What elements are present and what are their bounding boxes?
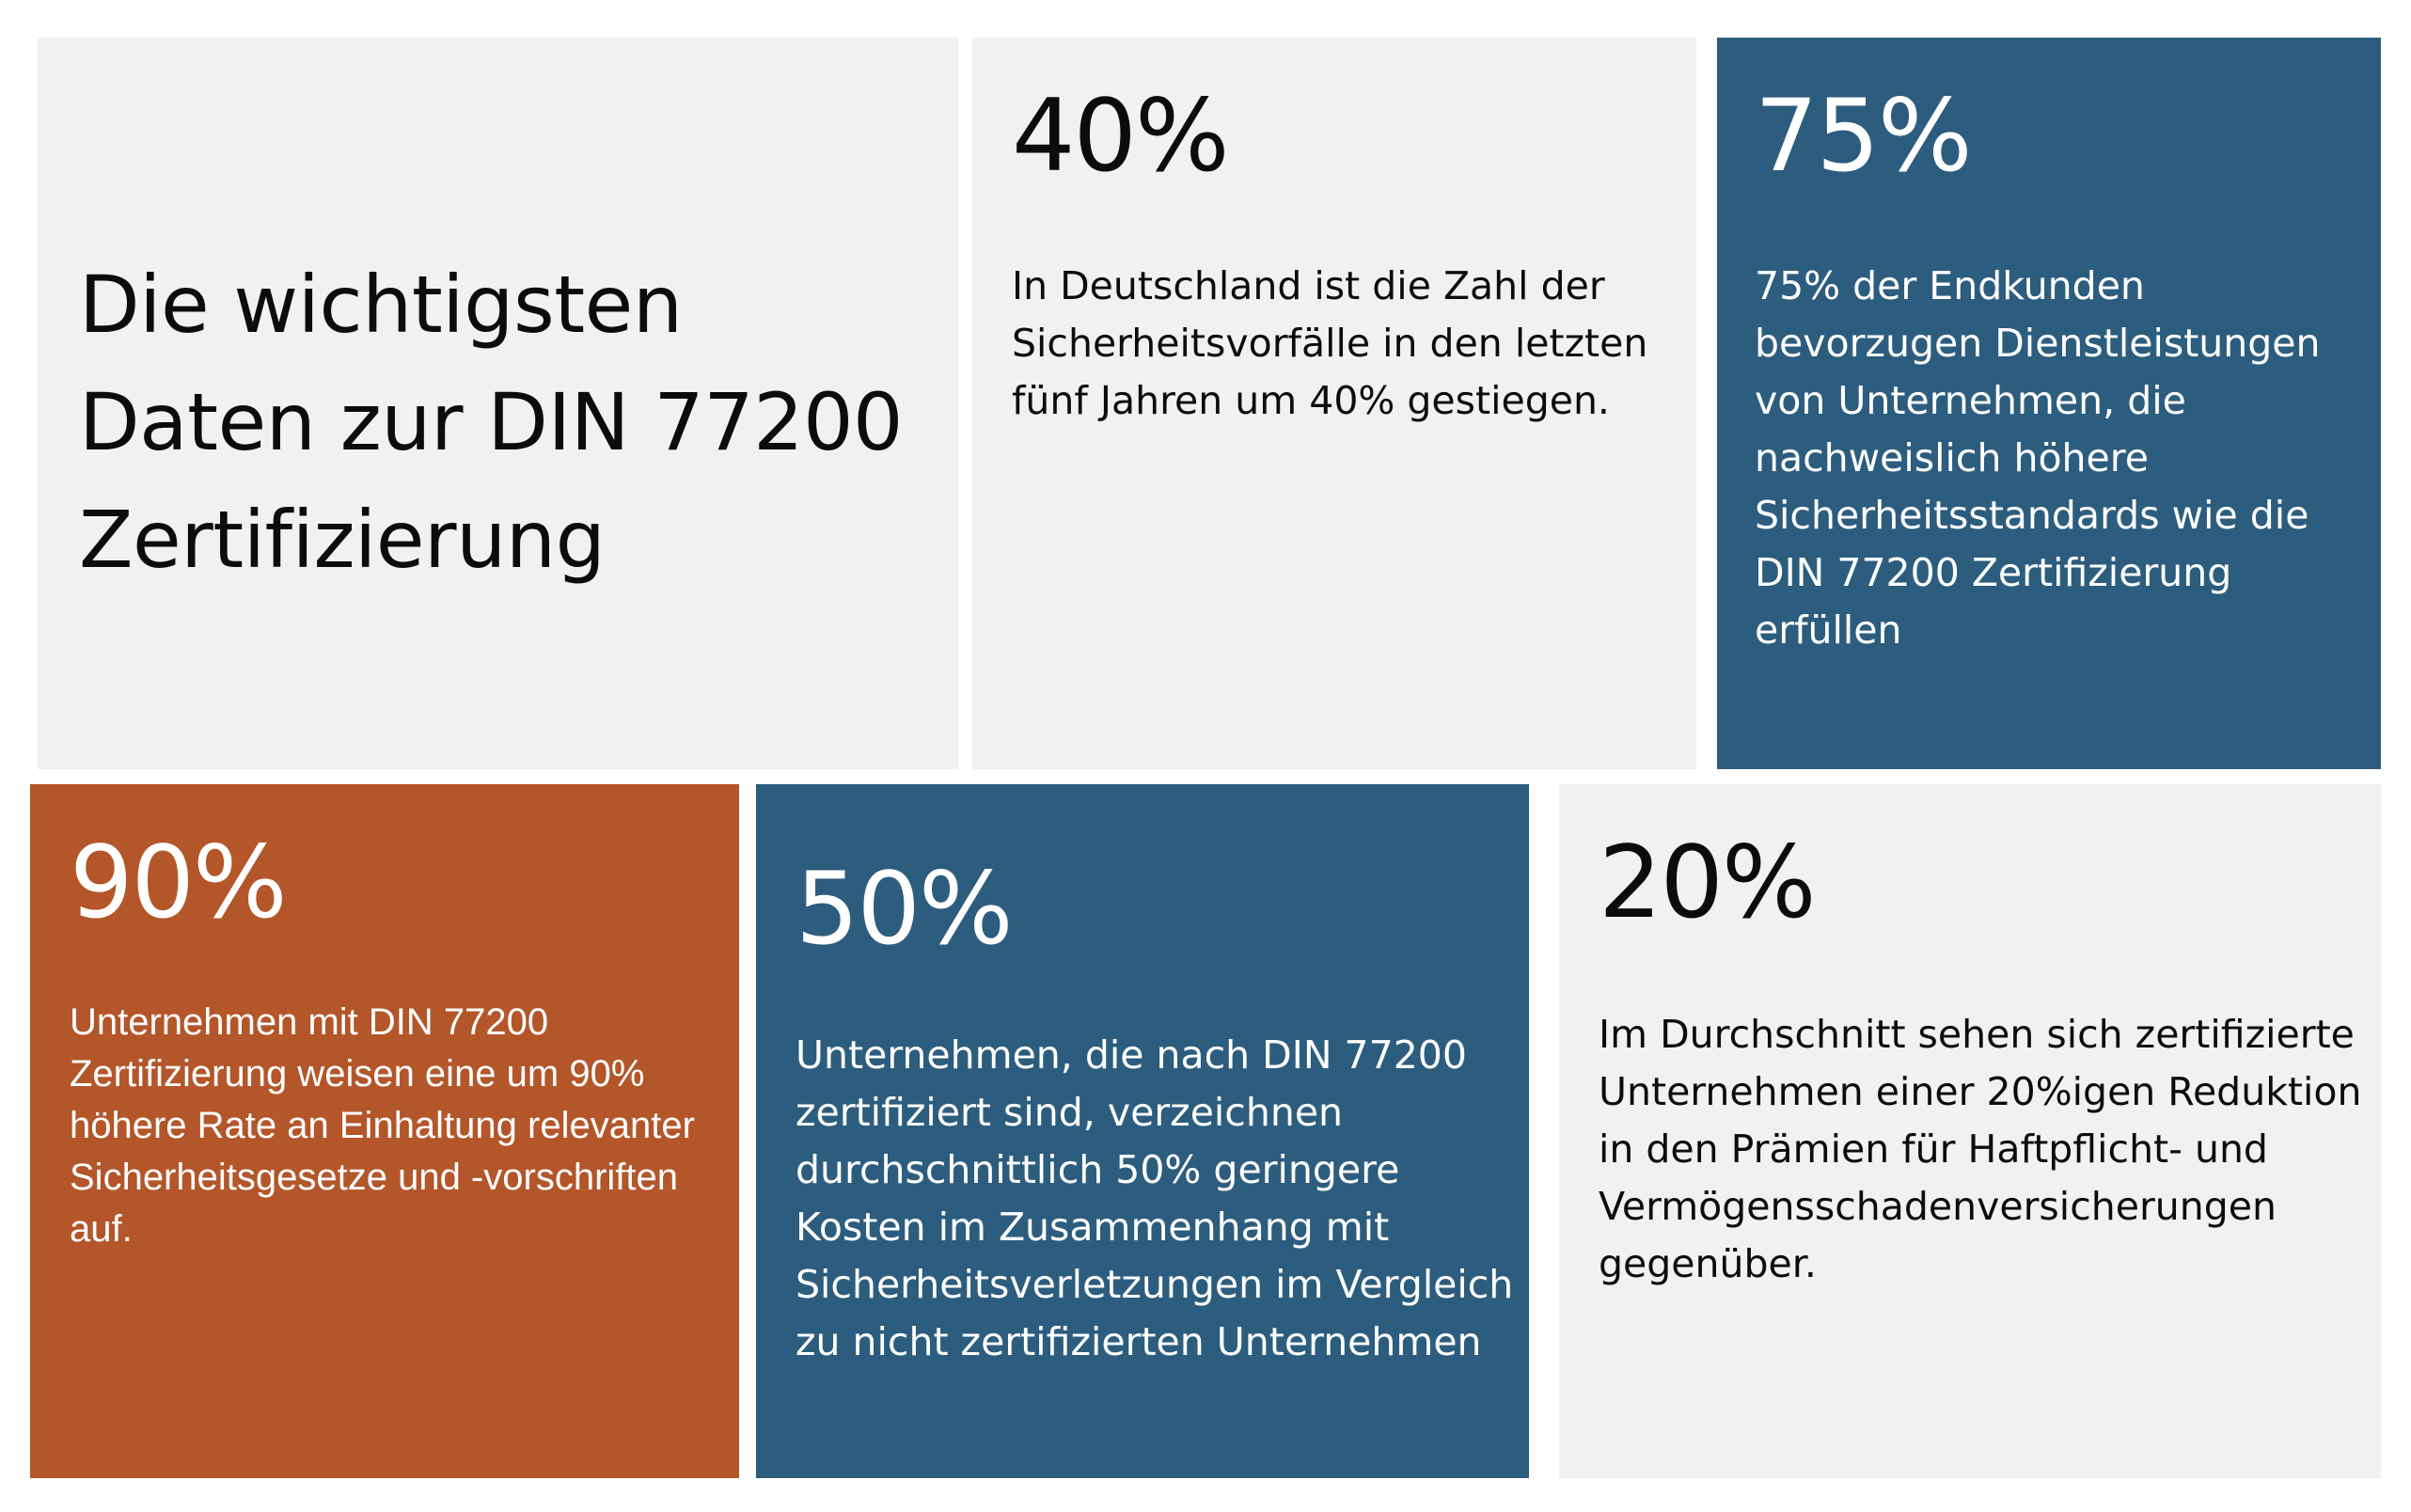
stat-description: Im Durchschnitt sehen sich zertifizierte… — [1599, 1012, 2362, 1286]
page-title: Die wichtigsten Daten zur DIN 77200 Zert… — [79, 246, 958, 599]
stat-description: Unternehmen, die nach DIN 77200 zertifiz… — [796, 1032, 1514, 1364]
stat-tile-40: 40% In Deutschland ist die Zahl der Sich… — [972, 38, 1696, 769]
title-line-3: Zertifizierung — [79, 494, 606, 586]
stat-tile-20: 20% Im Durchschnitt sehen sich zertifizi… — [1559, 784, 2381, 1478]
stat-description: In Deutschland ist die Zahl der Sicherhe… — [1012, 263, 1648, 423]
stat-value: 75% — [1755, 78, 1973, 194]
stat-value: 50% — [796, 851, 1014, 967]
title-line-1: Die wichtigsten — [79, 259, 683, 351]
stat-description: 75% der Endkunden bevorzugen Dienstleist… — [1755, 263, 2321, 653]
title-line-2: Daten zur DIN 77200 — [79, 376, 904, 468]
stat-tile-90: 90% Unternehmen mit DIN 77200 Zertifizie… — [30, 784, 739, 1478]
stat-description: Unternehmen mit DIN 77200 Zertifizierung… — [70, 1001, 695, 1250]
stat-tile-75: 75% 75% der Endkunden bevorzugen Dienstl… — [1717, 38, 2381, 769]
stat-value: 90% — [70, 825, 288, 940]
title-tile: Die wichtigsten Daten zur DIN 77200 Zert… — [38, 38, 958, 769]
stat-value: 20% — [1599, 825, 1817, 940]
stat-value: 40% — [1012, 78, 1230, 194]
stat-tile-50: 50% Unternehmen, die nach DIN 77200 zert… — [756, 784, 1529, 1478]
